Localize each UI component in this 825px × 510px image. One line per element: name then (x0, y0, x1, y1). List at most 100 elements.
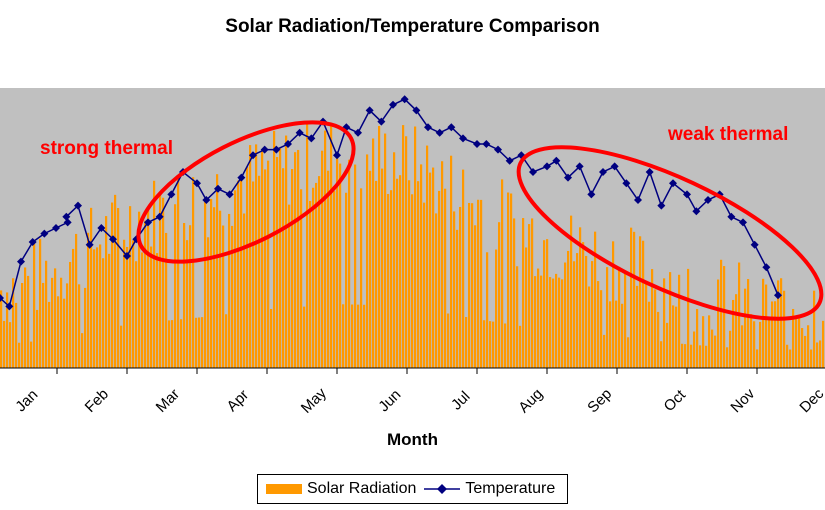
solar-radiation-bar (351, 304, 354, 368)
solar-radiation-bar (237, 180, 240, 368)
solar-radiation-bar (198, 317, 201, 368)
solar-radiation-bar (81, 333, 84, 368)
solar-radiation-bar (342, 304, 345, 368)
solar-radiation-bar (339, 163, 342, 368)
solar-radiation-bar (435, 213, 438, 368)
solar-radiation-bar (579, 227, 582, 368)
solar-radiation-bar (675, 306, 678, 368)
solar-radiation-bar (699, 345, 702, 368)
temperature-point (354, 128, 362, 137)
solar-radiation-bar (750, 314, 753, 368)
solar-radiation-bar (588, 286, 591, 368)
temperature-point (123, 252, 131, 260)
solar-radiation-bar (540, 275, 543, 368)
temperature-point (459, 134, 467, 143)
solar-radiation-bar (558, 277, 561, 368)
temperature-point (494, 145, 502, 154)
temperature-point (85, 240, 94, 249)
x-axis: Jan Feb Mar Apr May Jun Jul Aug Sep Oct Nov Dec (0, 367, 825, 417)
solar-radiation-bar (720, 259, 723, 368)
annotation-strong-thermal: strong thermal (40, 138, 174, 159)
solar-radiation-bar (669, 272, 672, 368)
solar-radiation-bar (759, 321, 762, 368)
temperature-point (645, 168, 654, 176)
temperature-point (377, 117, 386, 126)
solar-radiation-bar (216, 174, 219, 368)
solar-radiation-bar (348, 159, 351, 368)
solar-radiation-bar (672, 305, 675, 368)
temperature-point (193, 179, 201, 188)
solar-radiation-bar (570, 215, 573, 368)
solar-radiation-bar (438, 190, 441, 368)
solar-radiation-bar (258, 175, 261, 368)
solar-radiation-bar (792, 308, 795, 368)
solar-radiation-bar (690, 344, 693, 368)
solar-radiation-bar (402, 125, 405, 368)
temperature-point (774, 291, 782, 300)
solar-radiation-bar (354, 164, 357, 368)
solar-radiation-bar (48, 301, 51, 368)
solar-radiation-bar (633, 231, 636, 368)
solar-radiation-bar (132, 240, 135, 368)
solar-radiation-bar (780, 278, 783, 368)
temperature-point (97, 224, 106, 232)
solar-radiation-bar (240, 180, 243, 368)
chart-title: Solar Radiation/Temperature Comparison (225, 16, 600, 37)
legend-swatch-temperature (424, 484, 461, 494)
solar-radiation-bar (0, 290, 3, 368)
solar-radiation-bar (51, 277, 54, 368)
temperature-point (284, 140, 292, 148)
solar-radiation-bar (702, 316, 705, 368)
solar-radiation-bar (123, 239, 126, 368)
solar-radiation-bar (210, 198, 213, 368)
solar-radiation-bar (642, 240, 645, 368)
solar-radiation-bar (207, 237, 210, 368)
solar-radiation-bar (45, 260, 48, 368)
solar-radiation-bar (585, 255, 588, 368)
temperature-point (62, 212, 71, 221)
solar-radiation-bar (711, 329, 714, 368)
solar-radiation-bar (411, 194, 414, 368)
solar-radiation-bar (813, 290, 816, 368)
temperature-point (333, 151, 341, 160)
x-tick-label: May (298, 384, 330, 416)
solar-radiation-bar (807, 325, 810, 368)
solar-radiation-bar (816, 342, 819, 368)
solar-radiation-bar (621, 303, 624, 368)
solar-radiation-bar (624, 270, 627, 368)
solar-radiation-bar (171, 320, 174, 368)
solar-radiation-bar (360, 188, 363, 368)
x-tick-label: Aug (515, 385, 546, 416)
solar-radiation-bar (159, 194, 162, 368)
solar-radiation-bar (75, 233, 78, 368)
annotation-ellipse (136, 120, 356, 264)
x-tick-label: Dec (796, 385, 825, 416)
solar-radiation-bar (57, 296, 60, 368)
solar-radiation-bar (528, 224, 531, 368)
temperature-point (473, 140, 481, 148)
solar-radiation-bar (399, 175, 402, 368)
solar-radiation-bar (708, 315, 711, 368)
solar-radiation-bar (180, 319, 183, 368)
solar-radiation-bar (420, 164, 423, 368)
solar-radiation-bar (27, 275, 30, 368)
solar-radiation-bar (249, 145, 252, 368)
solar-radiation-bar (513, 218, 516, 368)
x-tick-label: Oct (661, 386, 690, 415)
solar-radiation-bar (639, 236, 642, 368)
temperature-point (249, 151, 257, 160)
solar-radiation-bar (687, 268, 690, 368)
solar-radiation-bar (744, 288, 747, 368)
solar-radiation-bar (6, 292, 9, 368)
solar-radiation-bar (762, 278, 765, 368)
solar-radiation-bar (654, 289, 657, 368)
temperature-point (202, 196, 211, 204)
x-tick-label: Nov (727, 385, 758, 416)
x-axis-title: Month (387, 430, 438, 449)
solar-radiation-bar (333, 191, 336, 368)
solar-radiation-bar (36, 309, 39, 368)
solar-radiation-bar (594, 231, 597, 368)
solar-radiation-bar (789, 349, 792, 368)
solar-radiation-bar (774, 301, 777, 368)
solar-radiation-bar (615, 300, 618, 368)
